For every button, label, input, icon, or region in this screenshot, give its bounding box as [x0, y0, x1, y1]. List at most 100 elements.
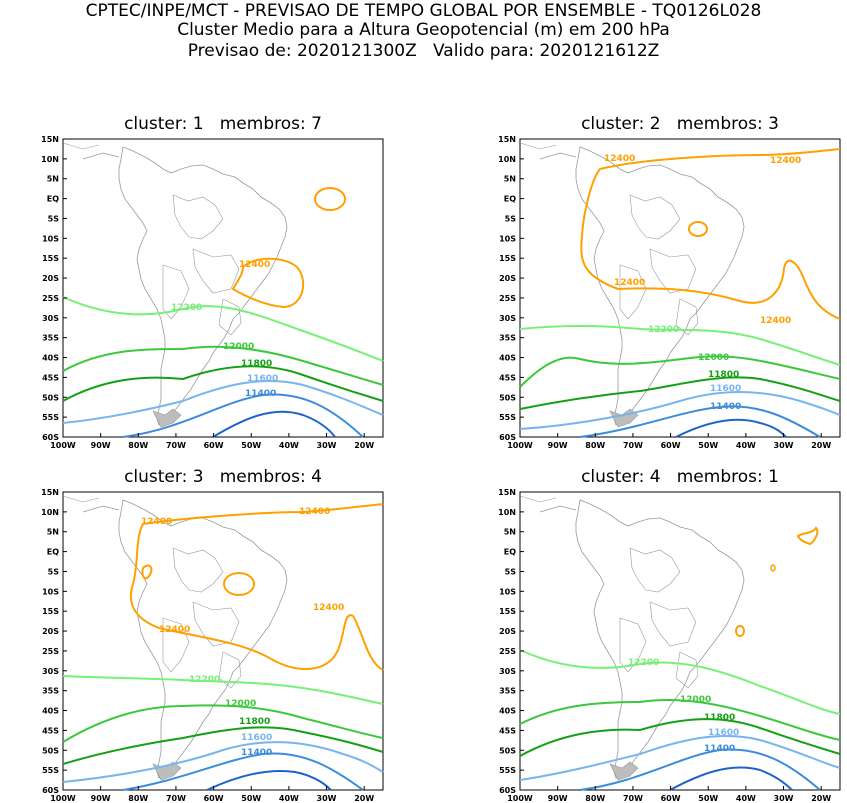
lon-tick-label: 70W: [623, 441, 643, 450]
contour-label-12400b: 12400: [770, 156, 801, 166]
contour-12400-east: [617, 259, 841, 320]
lat-tick-label: 10N: [41, 155, 59, 164]
contour-11200: [675, 418, 787, 438]
contour-label-11800: 11800: [704, 713, 735, 723]
panel-3: 12400 12400 12400 12400 12200 12000 1180…: [62, 491, 384, 791]
lat-tick-label: 15S: [42, 607, 59, 616]
lon-tick-label: 70W: [166, 794, 186, 803]
lon-tick-label: 100W: [50, 441, 76, 450]
contour-label-11400: 11400: [704, 744, 735, 754]
panel-1-frame: [62, 138, 384, 438]
lat-tick-label: 10N: [41, 508, 59, 517]
contour-label-12400d: 12400: [760, 316, 791, 326]
contour-12400-small: [314, 187, 346, 211]
lon-tick-label: 80W: [585, 441, 605, 450]
forecast-dates: Previsao de: 2020121300Z Valido para: 20…: [187, 41, 660, 61]
lat-tick-label: 25S: [499, 647, 516, 656]
lat-tick-label: EQ: [47, 195, 59, 204]
lat-tick-label: 10S: [42, 234, 59, 243]
lat-tick-label: EQ: [504, 195, 516, 204]
contour-11600: [519, 391, 841, 430]
lat-tick-label: 50S: [42, 746, 59, 755]
lat-tick-label: 40S: [42, 354, 59, 363]
lon-tick-label: 40W: [736, 794, 756, 803]
contour-11400: [122, 393, 364, 438]
lon-tick-label: 30W: [774, 794, 794, 803]
contour-label-11600: 11600: [710, 384, 741, 394]
contour-11800: [519, 376, 841, 410]
contour-label-12400d: 12400: [313, 603, 344, 613]
panel-1: 12400 12200 12000 11800 11600 11400: [62, 138, 384, 438]
contour-12000: [519, 355, 841, 388]
chart-title: CPTEC/INPE/MCT - PREVISAO DE TEMPO GLOBA…: [85, 1, 762, 21]
contour-11200: [206, 769, 332, 791]
contour-label-12000: 12000: [698, 353, 729, 363]
lon-tick-label: 100W: [50, 794, 76, 803]
lat-tick-label: 5N: [504, 175, 516, 184]
contour-12400-small-b: [770, 564, 776, 572]
lon-tick-label: 50W: [241, 441, 261, 450]
lon-tick-label: 90W: [91, 441, 111, 450]
lon-tick-label: 90W: [91, 794, 111, 803]
lat-tick-label: 15N: [498, 135, 516, 144]
contour-11400: [579, 748, 821, 791]
contour-11600: [62, 380, 384, 424]
contour-12400-small-c: [735, 625, 745, 637]
lat-tick-label: 25S: [42, 647, 59, 656]
contour-11200: [669, 766, 793, 791]
lat-tick-label: 60S: [499, 433, 516, 442]
contour-label-11600: 11600: [708, 728, 739, 738]
contour-11600: [519, 735, 841, 781]
lat-tick-label: 50S: [499, 393, 516, 402]
contour-12200: [519, 325, 841, 366]
lat-tick-label: 20S: [42, 274, 59, 283]
contour-12200: [62, 296, 384, 362]
lon-tick-label: 50W: [241, 794, 261, 803]
lat-tick-label: 5S: [505, 214, 517, 223]
contour-12400-small: [688, 221, 708, 237]
lat-tick-label: 55S: [42, 766, 59, 775]
lat-tick-label: 35S: [499, 334, 516, 343]
lon-tick-label: 30W: [774, 441, 794, 450]
lat-tick-label: 15S: [499, 254, 516, 263]
lon-tick-label: 20W: [354, 441, 374, 450]
lat-tick-label: 45S: [42, 373, 59, 382]
lat-tick-label: 55S: [42, 413, 59, 422]
lat-tick-label: 20S: [499, 627, 516, 636]
contour-label-11400: 11400: [245, 389, 276, 399]
lat-tick-label: 30S: [42, 667, 59, 676]
lat-tick-label: 10S: [499, 587, 516, 596]
lat-tick-label: 15N: [41, 488, 59, 497]
lon-tick-label: 50W: [698, 441, 718, 450]
lon-tick-label: 70W: [166, 441, 186, 450]
lon-tick-label: 80W: [128, 794, 148, 803]
contour-label-12200: 12200: [648, 325, 679, 335]
lon-tick-label: 30W: [317, 441, 337, 450]
lat-tick-label: 60S: [499, 786, 516, 795]
lon-tick-label: 40W: [279, 441, 299, 450]
lat-tick-label: 10N: [498, 155, 516, 164]
lon-tick-label: 50W: [698, 794, 718, 803]
chart-subtitle: Cluster Medio para a Altura Geopotencial…: [177, 20, 670, 40]
contour-12400: [129, 503, 384, 629]
contour-label-11400: 11400: [710, 402, 741, 412]
lat-tick-label: 20S: [499, 274, 516, 283]
lat-tick-label: 30S: [42, 314, 59, 323]
contour-11200: [212, 410, 336, 438]
lon-tick-label: 60W: [661, 794, 681, 803]
lon-tick-label: 40W: [279, 794, 299, 803]
contour-12400-west: [141, 564, 153, 580]
contour-12000: [519, 698, 841, 741]
lat-tick-label: 45S: [499, 726, 516, 735]
lat-tick-label: 20S: [42, 627, 59, 636]
panel-4-title: cluster: 4 membros: 1: [581, 467, 779, 487]
contour-label-12400c: 12400: [614, 278, 645, 288]
contour-label-11800: 11800: [241, 359, 272, 369]
lat-tick-label: 10S: [499, 234, 516, 243]
lat-tick-label: 60S: [42, 433, 59, 442]
contour-label-11800: 11800: [708, 370, 739, 380]
lat-tick-label: EQ: [47, 548, 59, 557]
contour-label-12200: 12200: [628, 658, 659, 668]
panel-2-frame: [519, 138, 841, 438]
